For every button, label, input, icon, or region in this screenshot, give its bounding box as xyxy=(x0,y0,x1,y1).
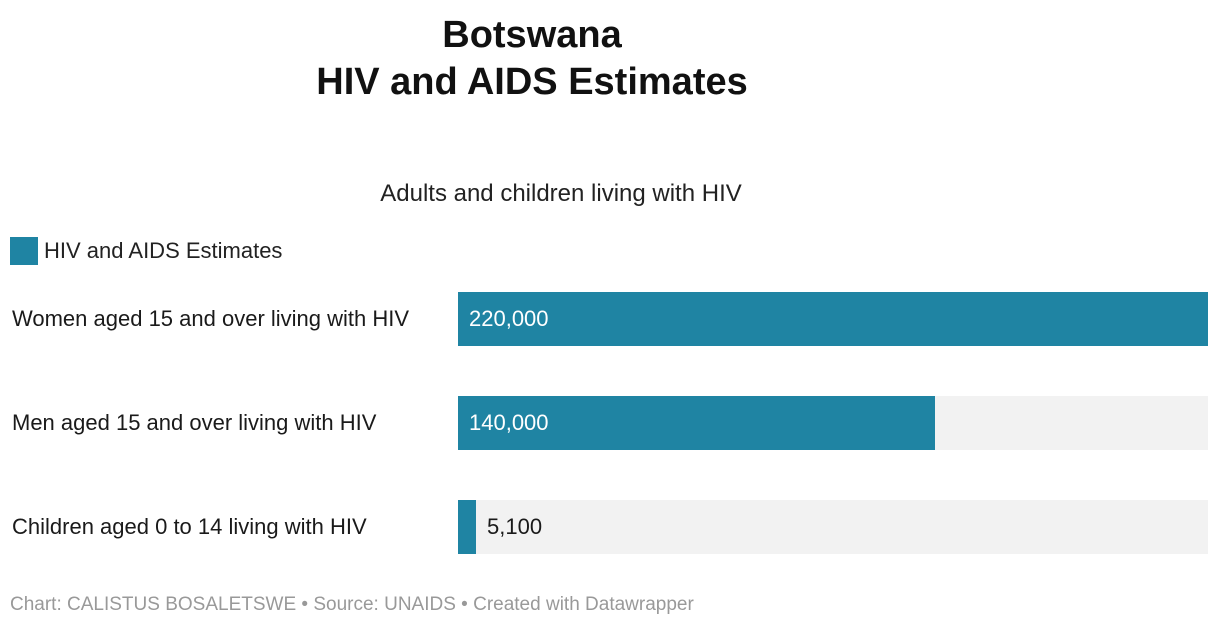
legend-label: HIV and AIDS Estimates xyxy=(44,238,283,263)
category-label: Children aged 0 to 14 living with HIV xyxy=(12,514,367,539)
bar xyxy=(458,396,936,450)
value-label: 140,000 xyxy=(469,410,549,435)
category-label: Women aged 15 and over living with HIV xyxy=(12,306,410,331)
bar xyxy=(458,292,1208,346)
bar-track xyxy=(458,500,1208,554)
value-label: 220,000 xyxy=(469,306,549,331)
chart-title-line1: Botswana xyxy=(442,14,622,56)
category-label: Men aged 15 and over living with HIV xyxy=(12,410,377,435)
chart-title-line2: HIV and AIDS Estimates xyxy=(316,61,748,103)
chart-subtitle: Adults and children living with HIV xyxy=(380,180,742,207)
legend: HIV and AIDS Estimates xyxy=(10,236,282,266)
chart-footer: Chart: CALISTUS BOSALETSWE • Source: UNA… xyxy=(10,594,694,615)
chart-title: Botswana HIV and AIDS Estimates xyxy=(0,12,1064,106)
value-label: 5,100 xyxy=(487,514,543,539)
bar xyxy=(458,500,476,554)
legend-swatch xyxy=(10,237,38,265)
